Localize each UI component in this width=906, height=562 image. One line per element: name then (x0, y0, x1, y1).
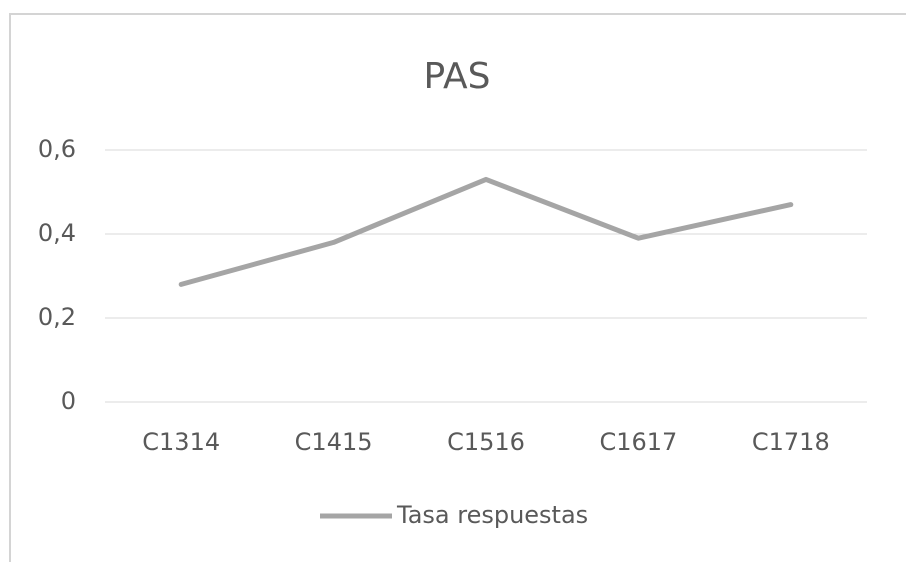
x-tick-label: C1415 (295, 428, 373, 456)
x-tick-label: C1314 (142, 428, 220, 456)
y-tick-label: 0,6 (38, 135, 76, 163)
x-tick-label: C1617 (599, 428, 677, 456)
chart-title: PAS (424, 56, 491, 97)
y-tick-label: 0,4 (38, 219, 76, 247)
x-tick-label: C1516 (447, 428, 525, 456)
chart-frame (9, 13, 906, 562)
y-tick-label: 0 (61, 387, 76, 415)
x-tick-label: C1718 (752, 428, 830, 456)
y-tick-label: 0,2 (38, 303, 76, 331)
legend-label: Tasa respuestas (396, 501, 588, 529)
data-line (178, 176, 794, 287)
